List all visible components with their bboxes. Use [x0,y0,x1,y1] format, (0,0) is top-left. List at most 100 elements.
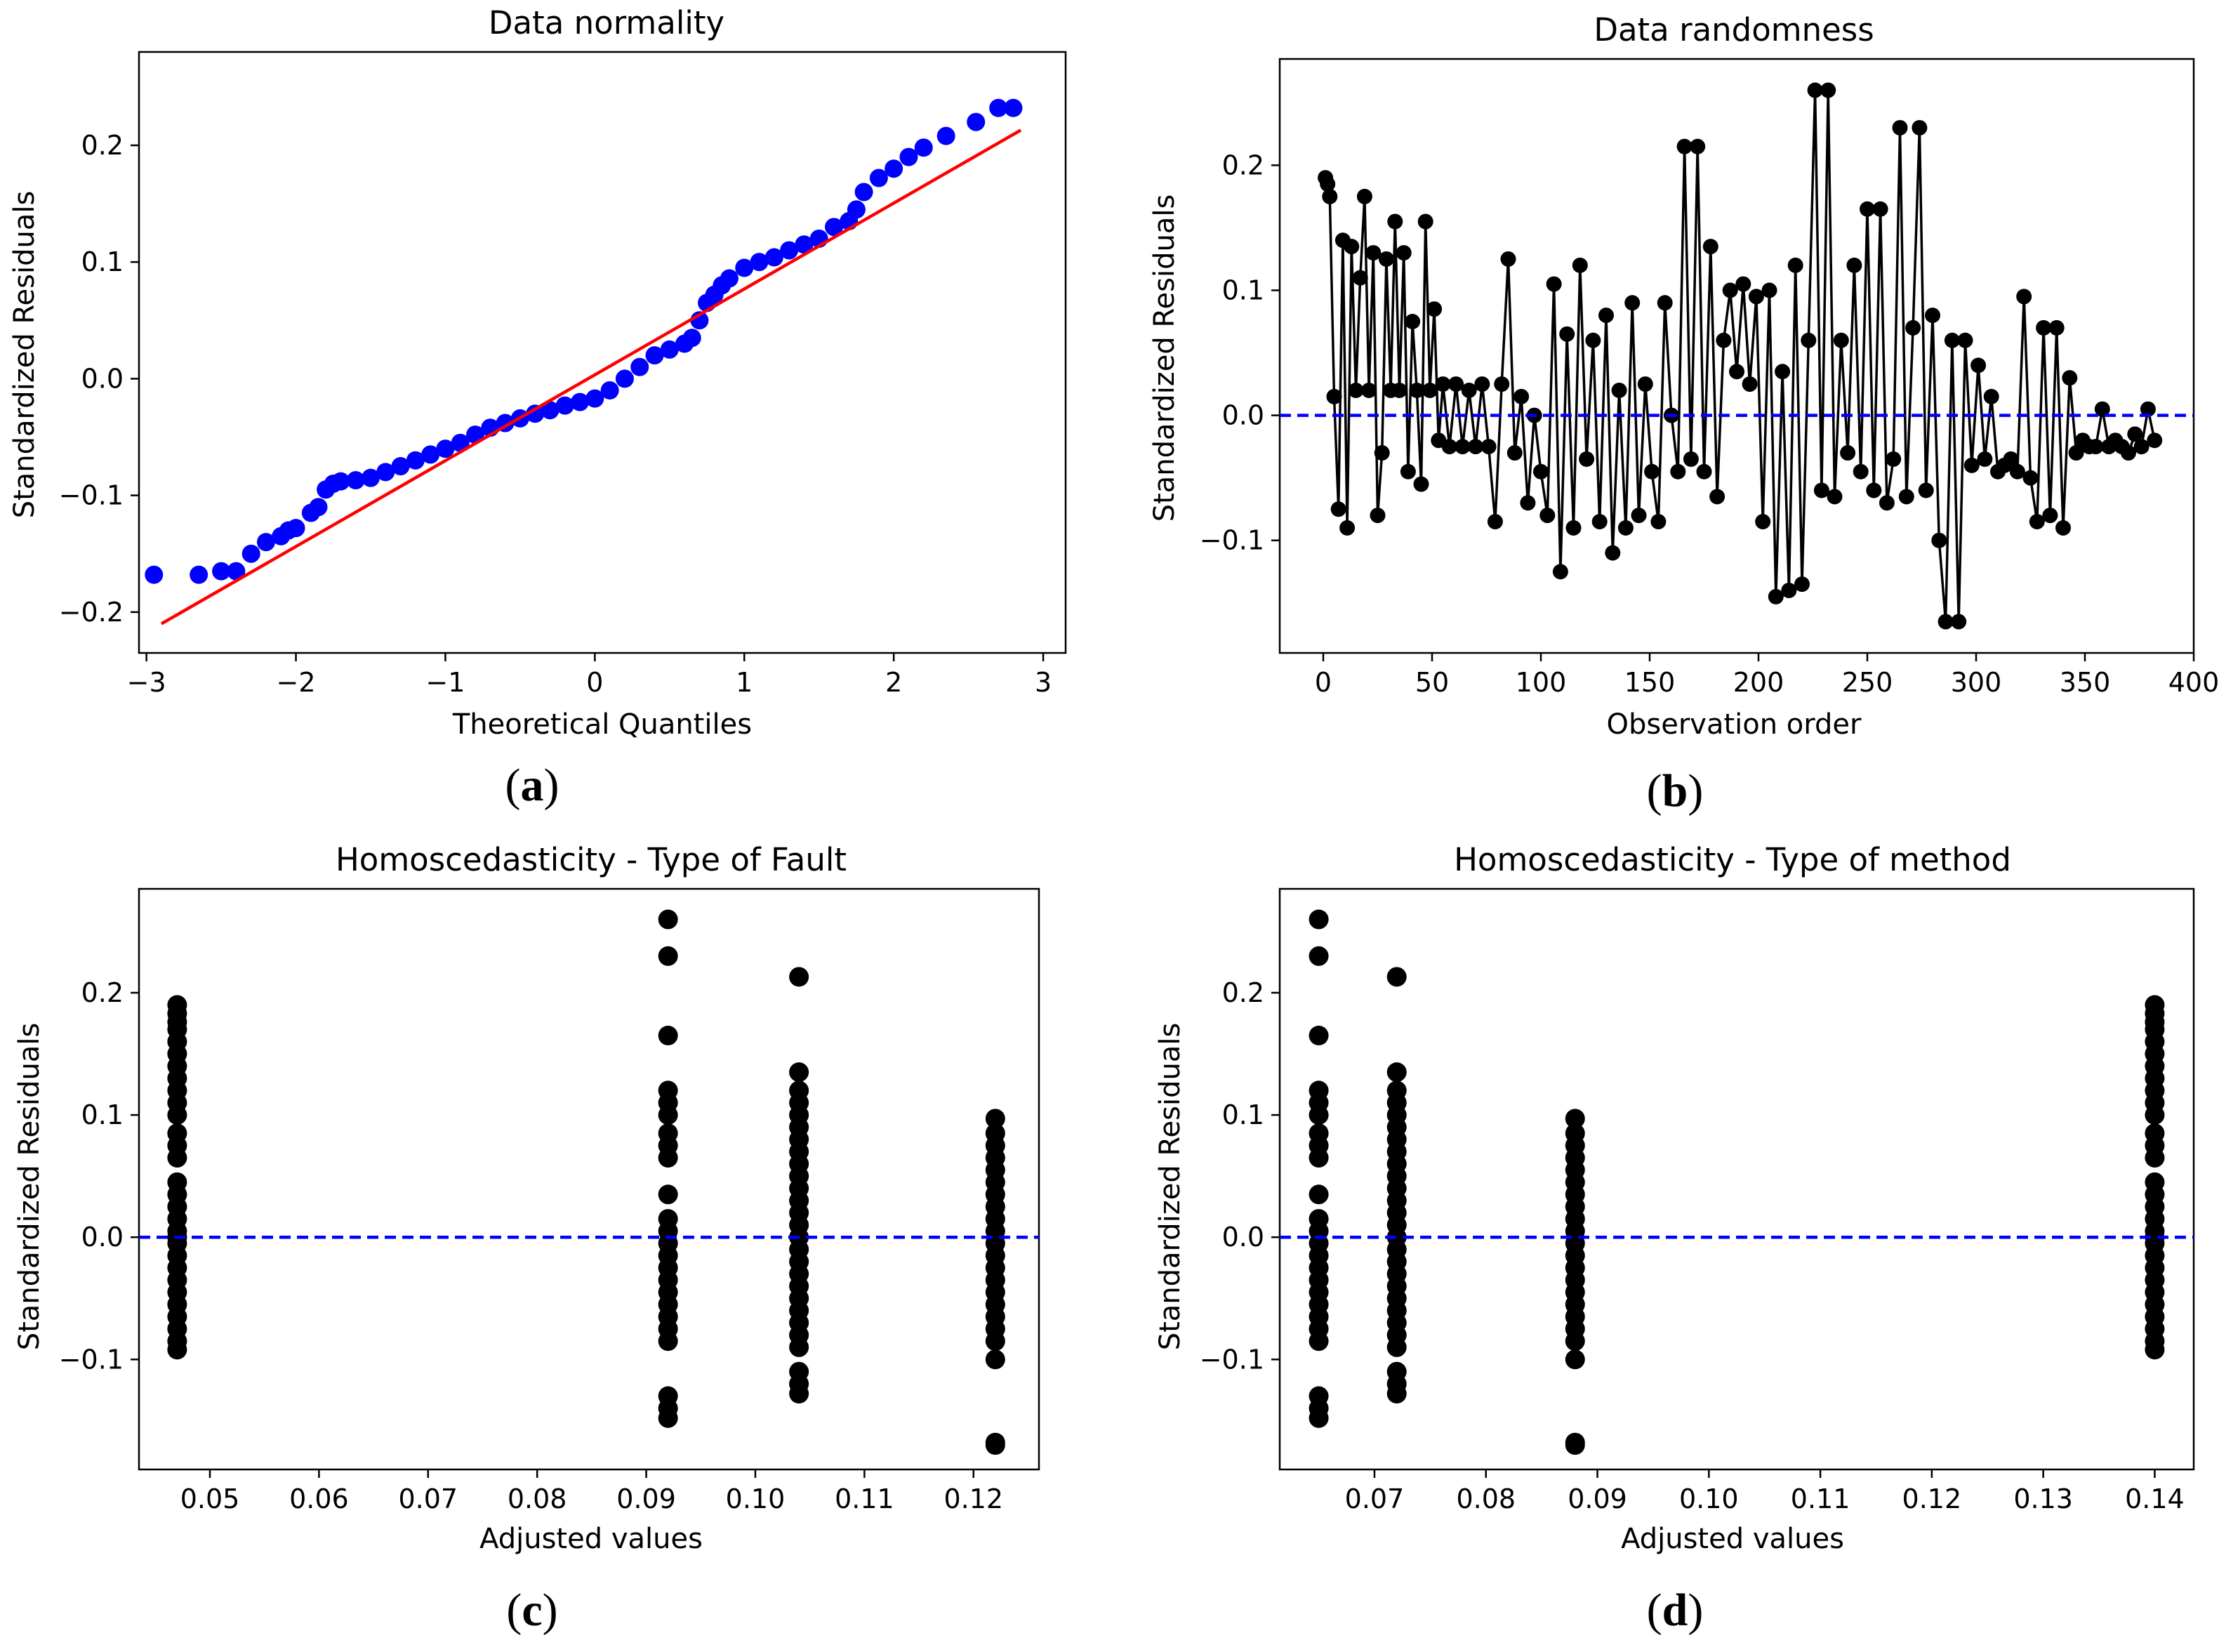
data-point [1866,482,1882,498]
data-point [1768,588,1784,604]
panel-a: Data normality Theoretical Quantiles Sta… [8,4,1067,811]
data-point [985,1331,1005,1352]
data-point [1676,138,1693,154]
data-point [1951,614,1967,630]
y-tick-label: 0.2 [1222,150,1264,180]
data-point [1565,1109,1585,1129]
data-point [1585,332,1601,348]
data-point [1617,520,1634,536]
data-point [1565,1435,1585,1455]
data-point [1970,357,1987,374]
data-point [167,1105,187,1125]
data-point [2055,520,2071,536]
panel-b: Data randomness Observation order Standa… [1148,11,2219,817]
panel-b-label: (b) [1647,765,1704,817]
x-tick-label: 0.08 [508,1484,567,1514]
data-point [1356,188,1372,204]
qq-point [241,544,260,563]
data-point [2088,439,2104,455]
panel-d-plot: 0.07 0.08 0.09 0.10 0.11 0.12 0.13 0.14 −0.1 0.0 0… [1200,887,2195,1514]
data-point [1441,439,1457,455]
data-point [1611,382,1627,398]
data-point [1670,463,1686,480]
data-point [1546,276,1562,292]
data-point [1872,201,1888,217]
data-point [1309,946,1329,966]
data-point [1474,376,1490,392]
data-point [1494,376,1510,392]
data-point [658,1331,678,1352]
axes-frame [138,887,1040,1471]
data-point [1326,388,1342,404]
data-point [1426,301,1443,317]
data-point [1605,545,1621,561]
qq-point [899,147,918,166]
data-point [1370,508,1386,524]
x-tick-label: 0.09 [616,1484,676,1514]
data-point [1400,463,1416,480]
data-point [1396,245,1412,261]
x-tick-label: 0.12 [943,1484,1003,1514]
data-point [1729,364,1744,380]
data-point [1912,119,1928,136]
data-point [789,967,809,987]
qq-point [541,401,559,420]
data-point [1344,239,1360,255]
qq-point [436,440,455,458]
data-point [1435,376,1451,392]
x-tick-label: 0.12 [1902,1484,1962,1514]
data-point [2094,401,2110,417]
data-point [1957,332,1973,348]
x-tick-label: 0.06 [289,1484,349,1514]
qq-point [914,138,933,157]
data-point [1820,82,1836,98]
panel-c-label: (c) [506,1585,557,1636]
x-tick-label: 50 [1415,667,1449,698]
x-tick-label: 0.07 [398,1484,458,1514]
data-point [1572,257,1588,273]
data-point [1702,239,1718,255]
data-point [1500,251,1516,267]
x-tick-label: 0.05 [180,1484,240,1514]
data-point [2068,445,2084,461]
data-point [1413,476,1429,492]
qq-point [227,562,246,581]
qq-point [885,159,903,178]
data-point [1853,463,1869,480]
data-point [1533,463,1549,480]
data-point [658,1148,678,1168]
data-point [1963,457,1980,473]
data-point [1931,532,1947,548]
data-point [789,1337,809,1357]
qq-point [735,258,754,277]
data-point [1309,1025,1329,1045]
data-point [1309,1148,1329,1168]
panel-c-plot: 0.05 0.06 0.07 0.08 0.09 0.10 0.11 0.12 −0.1 0.0 0… [59,887,1040,1514]
qq-point [720,269,738,288]
y-tick-label: 0.1 [81,1099,124,1130]
panel-d-xlabel: Adjusted values [1621,1523,1844,1555]
qq-point [764,248,783,267]
data-point [1374,445,1390,461]
x-tick-label: 300 [1951,667,2002,698]
panel-a-title: Data normality [489,4,724,41]
data-point [2003,451,2019,467]
data-point [1794,576,1810,593]
data-point [1487,513,1503,529]
data-point [1361,382,1377,398]
data-point [1860,201,1875,217]
x-tick-label: 1 [736,667,753,698]
qq-point [145,565,164,584]
data-point [2127,426,2143,442]
x-tick-label: 0.11 [835,1484,894,1514]
data-point [1833,332,1849,348]
data-point [2022,470,2039,486]
data-point [1755,513,1771,529]
x-tick-label: −2 [277,667,316,698]
data-point [1709,489,1725,505]
data-point [1925,308,1940,324]
y-tick-label: −0.1 [59,1344,124,1375]
x-tick-label: 100 [1516,667,1567,698]
qq-point [660,340,679,359]
